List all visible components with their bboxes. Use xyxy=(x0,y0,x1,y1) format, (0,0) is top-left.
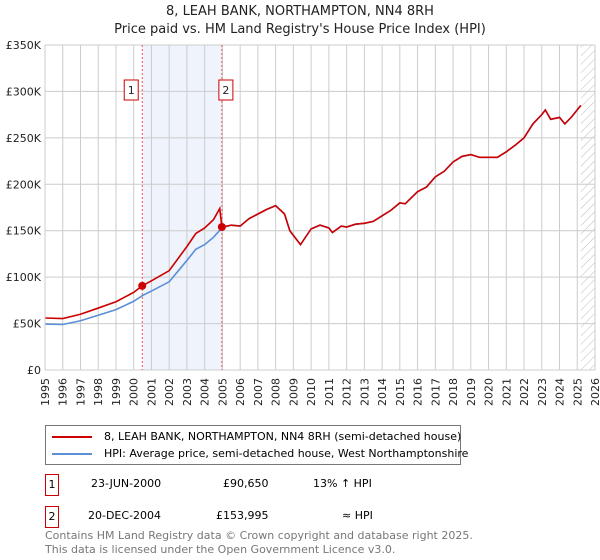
sale-point xyxy=(138,281,147,290)
x-tick-label: 2020 xyxy=(483,378,496,406)
sale-period-shade xyxy=(142,45,222,370)
x-tick-label: 2016 xyxy=(412,378,425,406)
legend-label: 8, LEAH BANK, NORTHAMPTON, NN4 8RH (semi… xyxy=(104,430,462,443)
x-tick-label: 1998 xyxy=(92,378,105,406)
x-tick-label: 2022 xyxy=(518,378,531,406)
y-tick-label: £350K xyxy=(6,39,42,52)
legend-swatch-blue xyxy=(52,452,92,455)
transaction-price: £90,650 xyxy=(223,477,269,490)
footer-licence: This data is licensed under the Open Gov… xyxy=(45,543,396,556)
sale-point xyxy=(217,223,226,232)
legend-label: HPI: Average price, semi-detached house,… xyxy=(104,447,469,460)
x-tick-label: 2004 xyxy=(199,378,212,406)
x-tick-label: 2023 xyxy=(536,378,549,406)
y-tick-label: £100K xyxy=(6,271,42,284)
x-tick-label: 2024 xyxy=(554,378,567,406)
x-tick-label: 2005 xyxy=(216,378,229,406)
x-tick-label: 2010 xyxy=(305,378,318,406)
x-tick-label: 2025 xyxy=(571,378,584,406)
transaction-row: 2 20-DEC-2004 £153,995 ≈ HPI xyxy=(45,506,545,528)
y-tick-label: £300K xyxy=(6,85,42,98)
transaction-hpi: 13% ↑ HPI xyxy=(313,477,372,490)
y-tick-label: £50K xyxy=(13,318,42,331)
x-tick-label: 1995 xyxy=(39,378,52,406)
chart-title: 8, LEAH BANK, NORTHAMPTON, NN4 8RH xyxy=(166,4,434,19)
x-tick-label: 2007 xyxy=(252,378,265,406)
x-tick-label: 2015 xyxy=(394,378,407,406)
y-tick-label: £150K xyxy=(6,225,42,238)
transaction-badge: 2 xyxy=(45,506,59,528)
x-tick-label: 2012 xyxy=(341,378,354,406)
x-tick-label: 1997 xyxy=(74,378,87,406)
x-tick-label: 2001 xyxy=(145,378,158,406)
x-tick-label: 2014 xyxy=(376,378,389,406)
y-tick-label: £250K xyxy=(6,132,42,145)
y-tick-label: £0 xyxy=(27,364,41,377)
x-tick-label: 2000 xyxy=(128,378,141,406)
y-tick-label: £200K xyxy=(6,178,42,191)
sale-label: 2 xyxy=(222,84,229,97)
transaction-price: £153,995 xyxy=(216,509,269,522)
x-tick-label: 2013 xyxy=(358,378,371,406)
legend-item-hpi: HPI: Average price, semi-detached house,… xyxy=(52,447,468,460)
x-tick-label: 2021 xyxy=(500,378,513,406)
transaction-date: 23-JUN-2000 xyxy=(91,477,162,490)
transaction-hpi: ≈ HPI xyxy=(342,509,373,522)
forecast-hatch xyxy=(580,45,595,370)
legend-item-property: 8, LEAH BANK, NORTHAMPTON, NN4 8RH (semi… xyxy=(52,430,461,443)
x-tick-label: 2008 xyxy=(270,378,283,406)
legend-swatch-red xyxy=(52,435,92,438)
x-tick-label: 1999 xyxy=(110,378,123,406)
x-tick-label: 2017 xyxy=(429,378,442,406)
x-tick-label: 2009 xyxy=(287,378,300,406)
transaction-row: 1 23-JUN-2000 £90,650 13% ↑ HPI xyxy=(45,474,545,496)
transaction-badge: 1 xyxy=(45,474,59,496)
chart-subtitle: Price paid vs. HM Land Registry's House … xyxy=(114,22,486,37)
x-tick-label: 1996 xyxy=(57,378,70,406)
sale-label-box xyxy=(123,79,139,101)
x-tick-label: 2019 xyxy=(465,378,478,406)
transaction-date: 20-DEC-2004 xyxy=(88,509,162,522)
sale-label-box xyxy=(218,79,234,101)
x-tick-label: 2002 xyxy=(163,378,176,406)
x-tick-label: 2006 xyxy=(234,378,247,406)
footer-copyright: Contains HM Land Registry data © Crown c… xyxy=(45,529,473,542)
price-chart: 1995 1996 1997 1998 1999 2000 2001 2002 2003 2004… xyxy=(6,39,600,406)
x-tick-label: 2011 xyxy=(323,378,336,406)
x-tick-label: 2026 xyxy=(589,378,600,406)
x-tick-label: 2018 xyxy=(447,378,460,406)
sale-label: 1 xyxy=(128,84,135,97)
legend: 8, LEAH BANK, NORTHAMPTON, NN4 8RH (semi… xyxy=(45,425,468,465)
property-price-line xyxy=(44,104,582,320)
x-tick-label: 2003 xyxy=(181,378,194,406)
